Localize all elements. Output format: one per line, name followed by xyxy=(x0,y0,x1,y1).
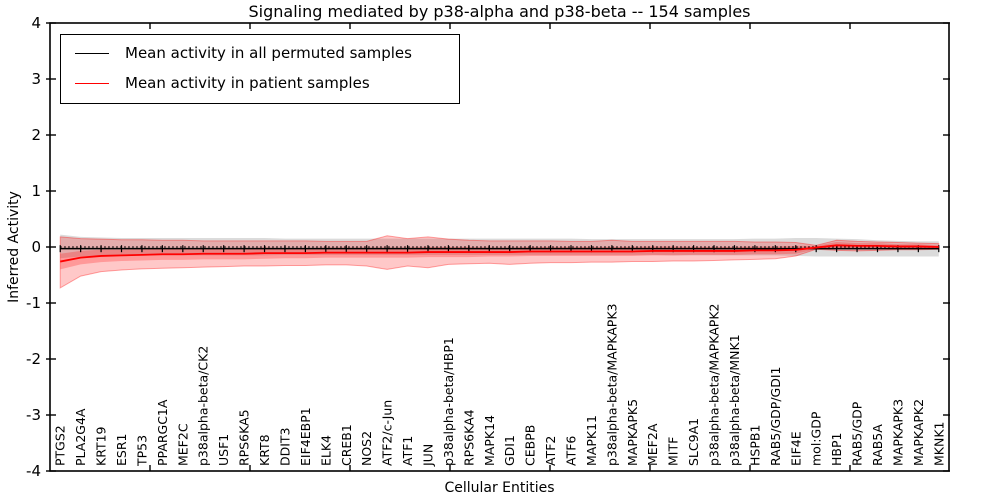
y-tick-label: -4 xyxy=(26,462,41,480)
x-category-label: ATF6 xyxy=(564,436,579,466)
x-category-label: EIF4E xyxy=(788,431,803,466)
legend-label: Mean activity in patient samples xyxy=(125,74,370,92)
x-category-label: p38alpha-beta/MAPKAPK3 xyxy=(604,304,619,467)
x-category-label: MAPKAPK3 xyxy=(890,399,905,466)
x-category-label: EIF4EBP1 xyxy=(298,407,313,466)
y-tick-label: -2 xyxy=(26,350,41,368)
patient-outer-band xyxy=(59,235,940,289)
x-category-label: MAPKAPK5 xyxy=(625,399,640,466)
x-axis-label: Cellular Entities xyxy=(444,480,555,496)
y-tick-label: -3 xyxy=(26,406,41,424)
legend-item-patient: Mean activity in patient samples xyxy=(75,71,449,95)
chart-title: Signaling mediated by p38-alpha and p38-… xyxy=(248,2,751,21)
x-category-label: MKNK1 xyxy=(931,422,946,466)
legend-label: Mean activity in all permuted samples xyxy=(125,44,412,62)
y-tick-label: 3 xyxy=(31,70,41,88)
x-category-label: USF1 xyxy=(216,434,231,466)
x-category-label: MAPKAPK2 xyxy=(911,399,926,466)
legend-line-sample-black xyxy=(75,52,109,54)
x-category-label: mol:GDP xyxy=(809,411,824,466)
x-category-label: RAB5/GDP/GDI1 xyxy=(768,367,783,466)
x-category-label: HSPB1 xyxy=(747,425,762,466)
y-tick-label: 2 xyxy=(31,126,41,144)
x-category-label: KRT19 xyxy=(94,426,109,466)
x-category-label: PLA2G4A xyxy=(73,408,88,466)
x-category-label: MITF xyxy=(666,437,681,466)
x-category-label: MAPK14 xyxy=(482,415,497,466)
legend: Mean activity in all permuted samples Me… xyxy=(60,34,460,104)
y-tick-label: -1 xyxy=(26,294,41,312)
x-category-label: MEF2A xyxy=(645,423,660,466)
x-category-label: GDI1 xyxy=(502,435,517,466)
y-axis-label: Inferred Activity xyxy=(6,191,22,303)
x-category-label: ATF2/c-Jun xyxy=(380,400,395,466)
x-category-label: RPS6KA5 xyxy=(237,409,252,466)
x-category-label: p38alpha-beta/CK2 xyxy=(196,346,211,466)
x-category-label: CEBPB xyxy=(523,425,538,466)
patient-mean-line xyxy=(60,244,939,263)
x-category-label: RPS6KA4 xyxy=(461,409,476,466)
x-category-label: PPARGC1A xyxy=(155,399,170,466)
x-category-label: RAB5/GDP xyxy=(850,401,865,466)
x-category-label: JUN xyxy=(420,444,435,467)
x-category-label: PTGS2 xyxy=(53,425,68,466)
y-tick-label: 0 xyxy=(31,238,41,256)
x-category-label: SLC9A1 xyxy=(686,418,701,466)
y-tick-label: 4 xyxy=(31,14,41,32)
x-category-label: ATF2 xyxy=(543,436,558,466)
x-category-label: MAPK11 xyxy=(584,415,599,466)
x-category-label: ATF1 xyxy=(400,436,415,466)
x-category-label: HBP1 xyxy=(829,433,844,466)
x-category-label: MEF2C xyxy=(175,423,190,466)
x-category-label: ELK4 xyxy=(318,435,333,466)
x-category-label: TP53 xyxy=(134,435,149,467)
y-tick-label: 1 xyxy=(31,182,41,200)
legend-item-permuted: Mean activity in all permuted samples xyxy=(75,41,449,65)
x-category-label: p38alpha-beta/MAPKAPK2 xyxy=(707,304,722,467)
x-category-label: ESR1 xyxy=(114,434,129,466)
x-category-label: CREB1 xyxy=(339,424,354,466)
x-category-label: KRT8 xyxy=(257,434,272,466)
x-category-label: DDIT3 xyxy=(277,427,292,466)
x-category-label: RAB5A xyxy=(870,424,885,466)
x-category-label: p38alpha-beta/HBP1 xyxy=(441,337,456,466)
x-category-label: p38alpha-beta/MNK1 xyxy=(727,334,742,466)
legend-line-sample-red xyxy=(75,82,109,84)
x-category-label: NOS2 xyxy=(359,431,374,466)
